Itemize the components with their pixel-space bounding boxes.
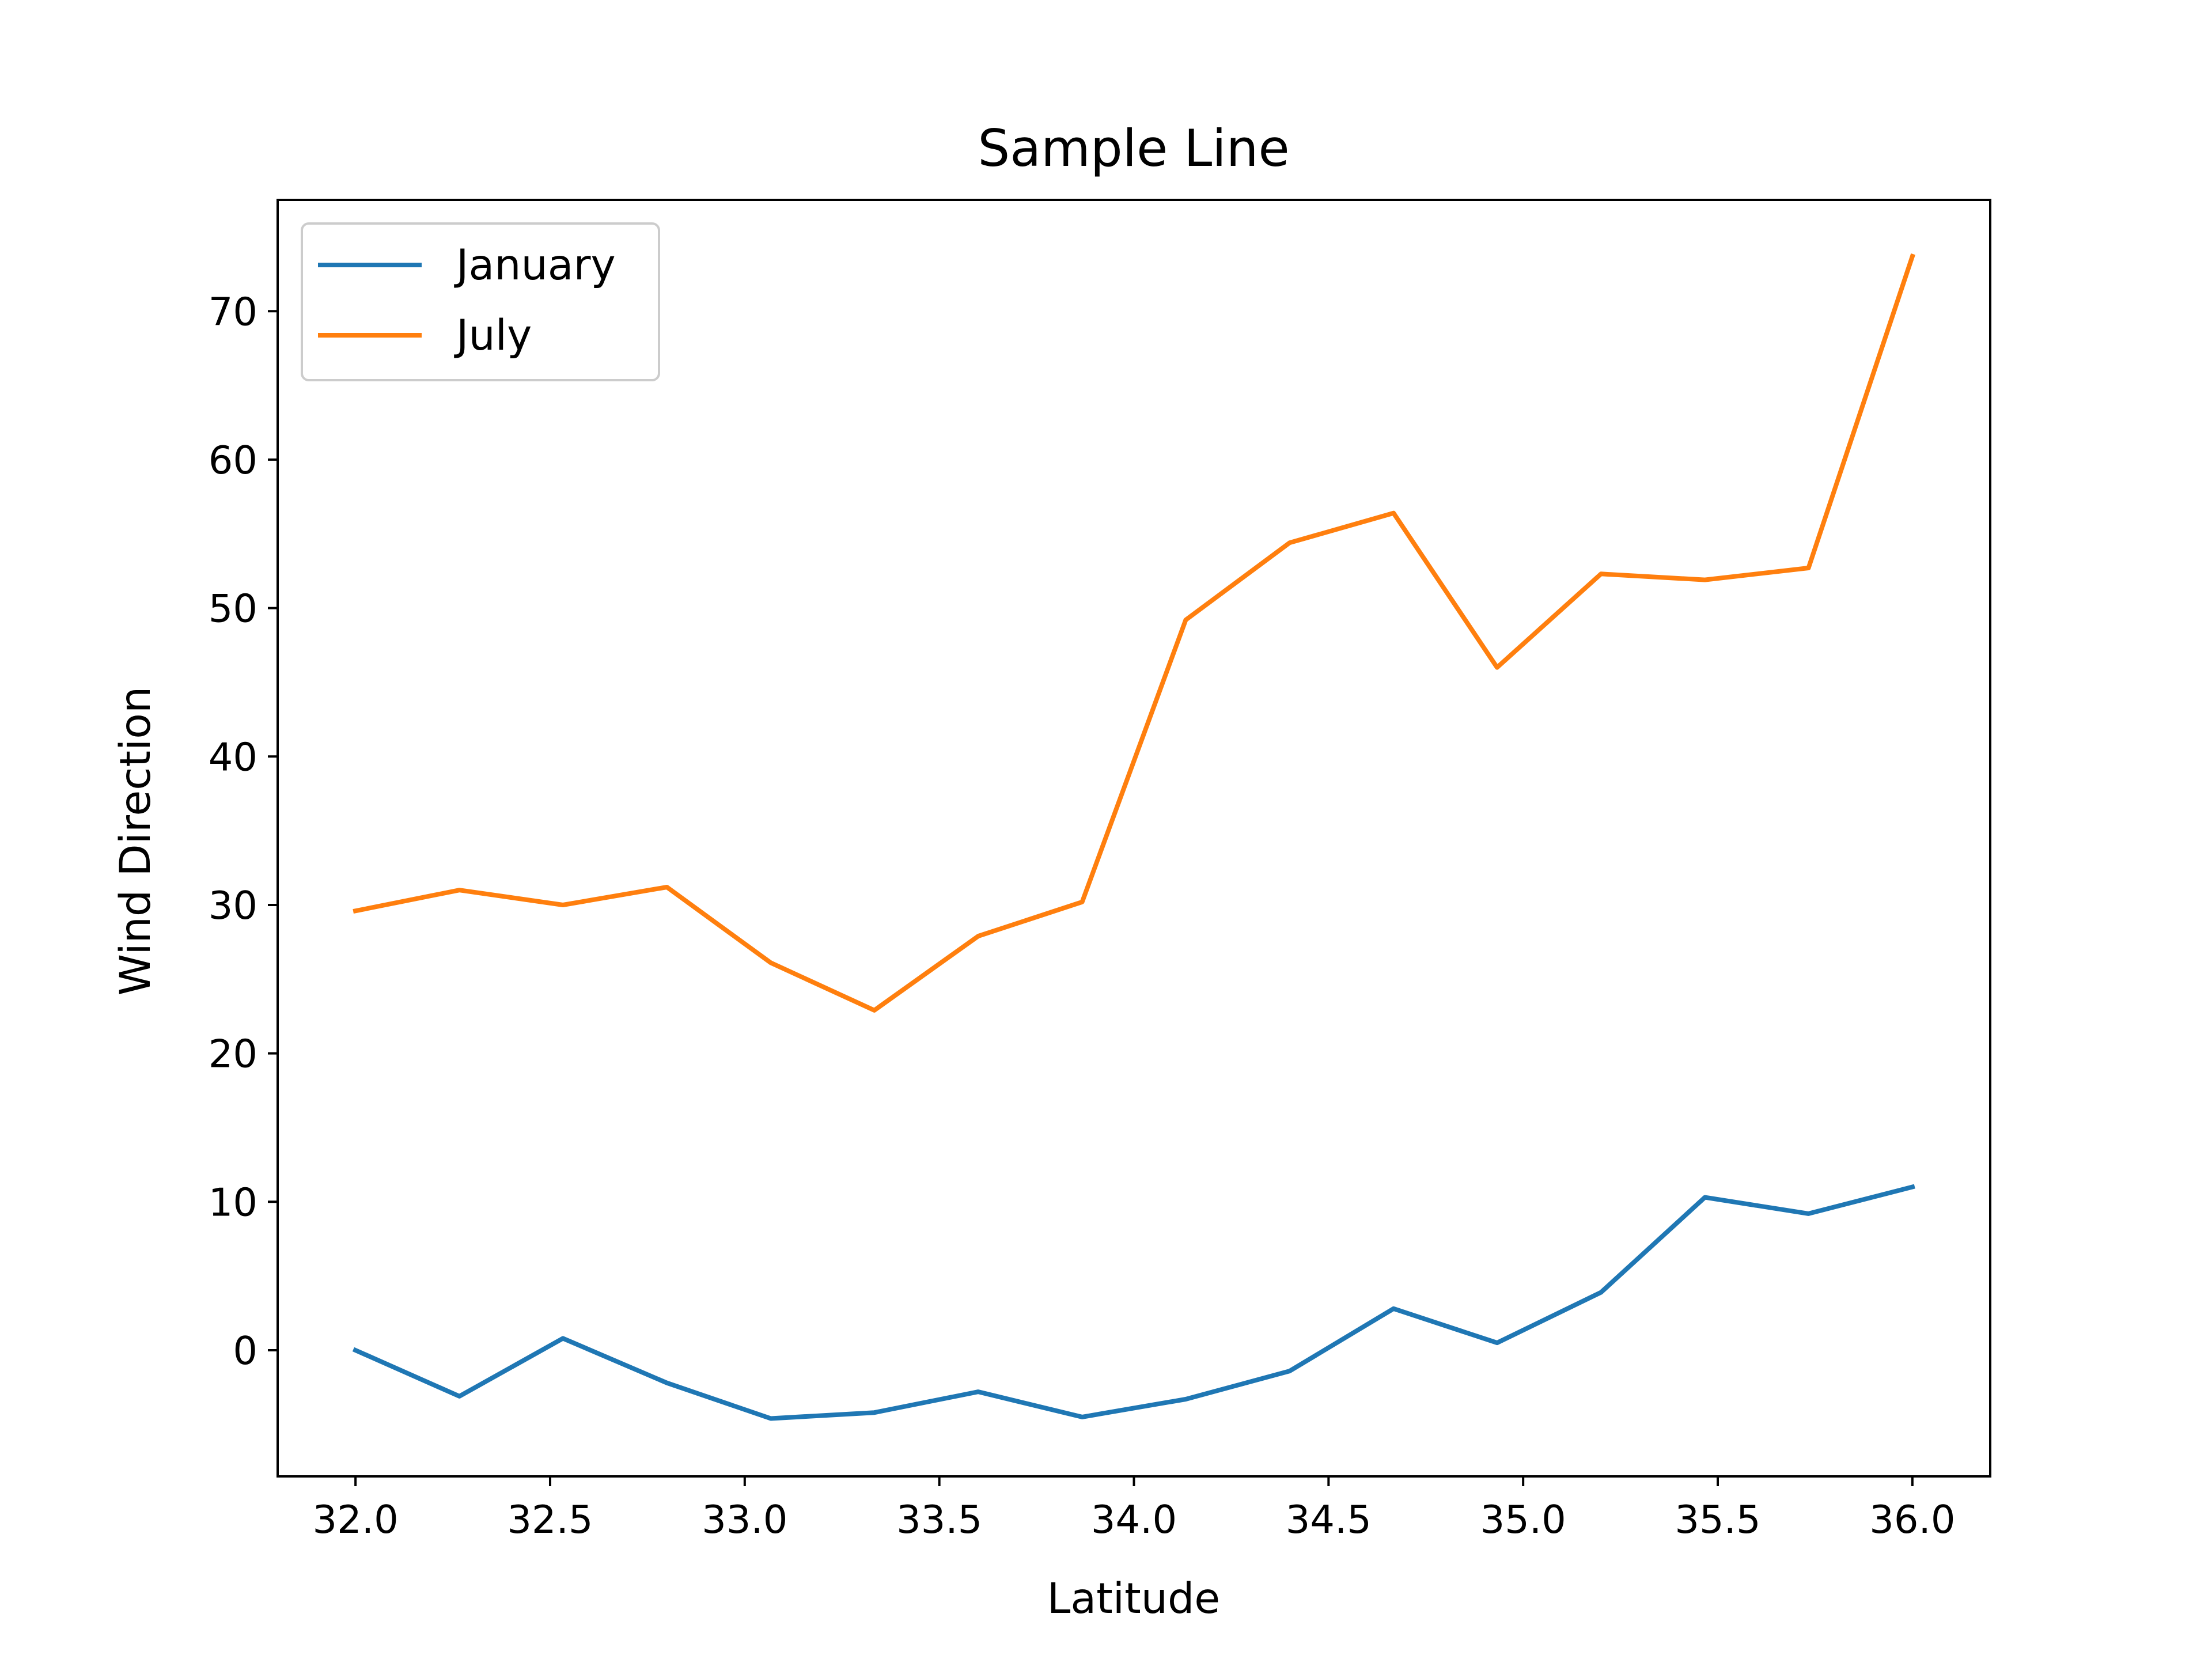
y-tick-label: 30 — [209, 883, 257, 928]
x-tick-label: 32.5 — [507, 1497, 593, 1542]
x-axis-label: Latitude — [1047, 1574, 1220, 1623]
x-axis: 32.0 32.5 33.0 33.5 34.0 34.5 35.0 35.5 36.0 — [313, 1476, 1955, 1542]
legend-label-january: January — [454, 241, 616, 290]
x-tick-label: 33.0 — [702, 1497, 787, 1542]
series-line-january — [352, 1184, 1915, 1421]
x-tick-label: 35.0 — [1480, 1497, 1566, 1542]
chart-title: Sample Line — [978, 119, 1289, 178]
legend: January July — [301, 222, 660, 381]
y-tick-label: 40 — [209, 734, 257, 779]
x-tick-label: 32.0 — [313, 1497, 399, 1542]
y-tick-label: 70 — [209, 289, 257, 334]
series-layer — [352, 253, 1915, 1421]
x-tick-label: 34.0 — [1091, 1497, 1177, 1542]
x-tick-label: 33.5 — [896, 1497, 982, 1542]
x-tick-label: 34.5 — [1286, 1497, 1372, 1542]
x-tick-label: 35.5 — [1675, 1497, 1760, 1542]
y-tick-label: 20 — [209, 1032, 257, 1077]
y-tick-label: 60 — [209, 438, 257, 483]
y-axis: 0 10 20 30 40 50 60 70 — [209, 289, 278, 1373]
y-tick-label: 10 — [209, 1180, 257, 1225]
y-tick-label: 0 — [233, 1328, 257, 1373]
y-tick-label: 50 — [209, 586, 257, 631]
legend-label-july: July — [454, 311, 532, 360]
series-line-july — [353, 253, 1915, 1013]
y-axis-label: Wind Direction — [111, 687, 160, 995]
x-tick-label: 36.0 — [1869, 1497, 1955, 1542]
